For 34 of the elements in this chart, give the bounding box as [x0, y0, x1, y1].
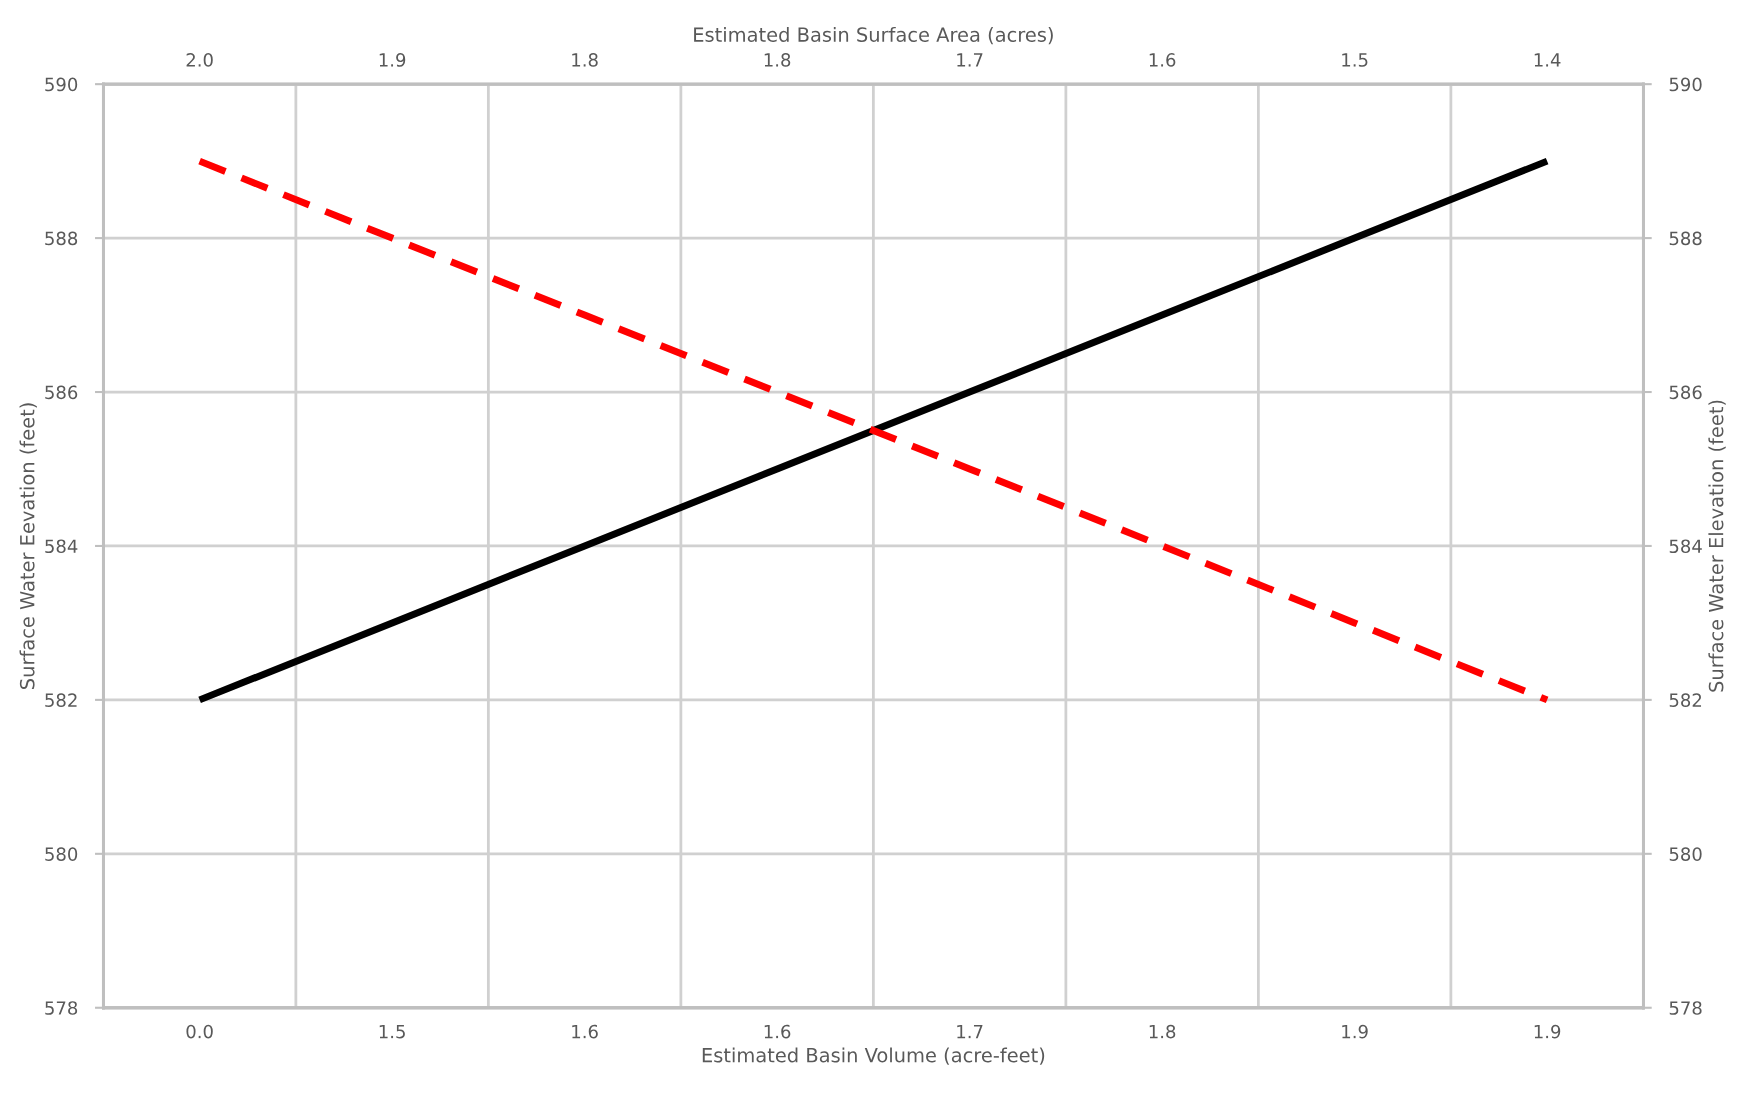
text: 1.6	[1149, 53, 1176, 67]
text: 2.0	[186, 53, 213, 67]
text: 1.7	[957, 53, 983, 67]
x2-axis-title: Estimated Basin Surface Area (acres)	[694, 26, 1053, 45]
x-tick-label: 1.8	[1149, 1024, 1176, 1039]
text: 1.8	[764, 53, 791, 67]
x-tick-label: 1.6	[764, 1024, 791, 1039]
text: 1.4	[1534, 53, 1561, 67]
y-axis-title: Surface Water Eevation (feet)	[19, 403, 37, 689]
x-tick-label: 1.6	[572, 1024, 598, 1039]
y2-tick-label: 578	[1669, 1001, 1702, 1015]
x-axis-title: Estimated Basin Volume (acre-feet)	[702, 1047, 1045, 1065]
y2-tick-label: 580	[1669, 847, 1702, 861]
y-tick-label: 580	[45, 847, 78, 861]
y2-tick-label: 588	[1669, 231, 1702, 246]
x-tick-label: 1.9	[1534, 1024, 1561, 1039]
x-tick-label: 1.5	[379, 1024, 405, 1039]
y2-tick-label: 586	[1669, 385, 1702, 400]
y2-tick-label: 590	[1669, 77, 1702, 92]
y-tick-label: 586	[45, 385, 78, 400]
y-tick-label: 582	[45, 693, 77, 707]
y-tick-label: 590	[45, 77, 78, 92]
y2-tick-label: 584	[1669, 539, 1702, 554]
text: 1.5	[1342, 53, 1368, 67]
text: 1.9	[379, 53, 406, 67]
x-tick-label: 0.0	[186, 1024, 213, 1039]
y-tick-label: 578	[45, 1001, 78, 1015]
y-tick-label: 588	[45, 231, 78, 246]
text: 1.8	[572, 53, 598, 67]
y2-axis-title: Surface Water Elevation (feet)	[1708, 400, 1726, 692]
y2-tick-label: 582	[1669, 693, 1702, 707]
x-tick-label: 1.9	[1342, 1024, 1368, 1039]
y-tick-label: 584	[45, 539, 78, 554]
x-tick-label: 1.7	[957, 1024, 983, 1039]
